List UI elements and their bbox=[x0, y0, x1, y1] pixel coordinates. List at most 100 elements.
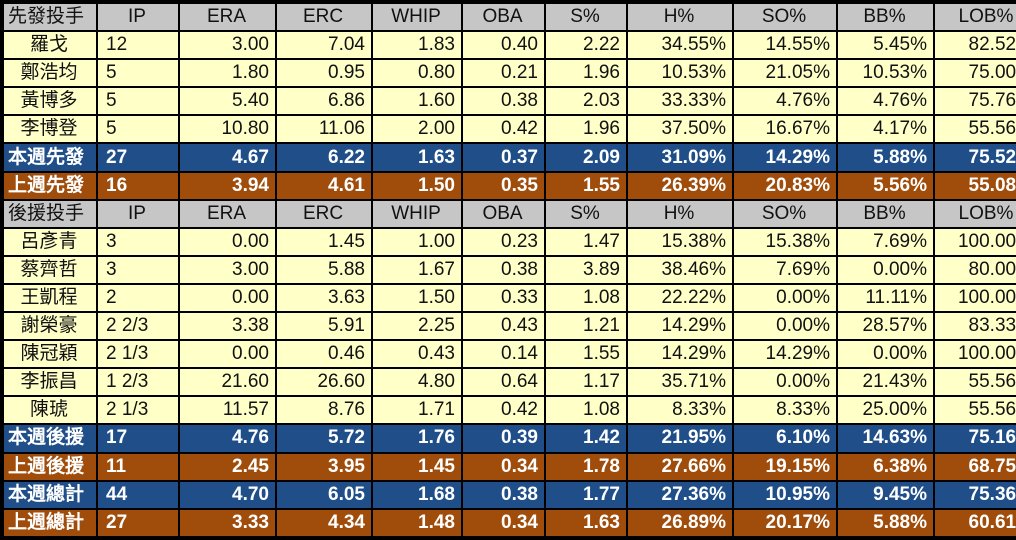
stat-cell: 16.67% bbox=[734, 116, 836, 143]
stat-cell: 1.55 bbox=[546, 341, 626, 368]
stat-cell: 0.80 bbox=[373, 60, 461, 87]
summary-cell: 1.78 bbox=[546, 453, 626, 480]
stat-cell: 3 bbox=[98, 228, 178, 255]
stat-cell: 1.45 bbox=[277, 228, 371, 255]
stat-cell: 6.86 bbox=[277, 88, 371, 115]
table-body: 先發投手 IP ERA ERC WHIP OBA S% H% SO% BB% LOB% 羅戈 12 3.0… bbox=[4, 4, 1016, 536]
stat-cell: 8.33% bbox=[628, 397, 732, 424]
stat-cell: 14.55% bbox=[734, 32, 836, 59]
stat-cell: 2.00 bbox=[373, 116, 461, 143]
column-header: ERA bbox=[180, 4, 275, 31]
summary-cell: 1.63 bbox=[546, 509, 626, 536]
stat-cell: 12 bbox=[98, 32, 178, 59]
stat-cell: 21.60 bbox=[180, 369, 275, 396]
stat-cell: 5.88 bbox=[277, 256, 371, 283]
summary-cell: 2.45 bbox=[180, 453, 275, 480]
column-header: WHIP bbox=[373, 4, 461, 31]
column-header: OBA bbox=[463, 4, 544, 31]
summary-cell: 75.36% bbox=[935, 481, 1016, 508]
stat-cell: 55.56% bbox=[935, 397, 1016, 424]
column-header: OBA bbox=[463, 200, 544, 227]
player-name: 李振昌 bbox=[4, 369, 96, 396]
stat-cell: 11.06 bbox=[277, 116, 371, 143]
relievers-this-week-row: 本週後援 17 4.76 5.72 1.76 0.39 1.42 21.95% 6.10% 14.… bbox=[4, 425, 1016, 452]
stat-cell: 1.47 bbox=[546, 228, 626, 255]
player-name: 陳冠穎 bbox=[4, 341, 96, 368]
summary-cell: 0.35 bbox=[463, 172, 544, 199]
stat-cell: 1.80 bbox=[180, 60, 275, 87]
player-name: 陳琥 bbox=[4, 397, 96, 424]
stat-cell: 75.00% bbox=[935, 60, 1016, 87]
summary-cell: 75.16% bbox=[935, 425, 1016, 452]
stat-cell: 100.00% bbox=[935, 228, 1016, 255]
summary-label: 上週後援 bbox=[4, 453, 96, 480]
stat-cell: 4.17% bbox=[838, 116, 933, 143]
stat-cell: 7.04 bbox=[277, 32, 371, 59]
stat-cell: 83.33% bbox=[935, 313, 1016, 340]
stat-cell: 80.00% bbox=[935, 256, 1016, 283]
stat-cell: 0.43 bbox=[463, 313, 544, 340]
group-header-label: 先發投手 bbox=[4, 4, 96, 31]
column-header: ERC bbox=[277, 200, 371, 227]
summary-cell: 5.88% bbox=[838, 509, 933, 536]
column-header: H% bbox=[628, 4, 732, 31]
stat-cell: 1.17 bbox=[546, 369, 626, 396]
summary-cell: 1.68 bbox=[373, 481, 461, 508]
summary-cell: 17 bbox=[98, 425, 178, 452]
stat-cell: 35.71% bbox=[628, 369, 732, 396]
summary-cell: 4.70 bbox=[180, 481, 275, 508]
table-row: 陳琥 2 1/3 11.57 8.76 1.71 0.42 1.08 8.33% 8.33% 25… bbox=[4, 397, 1016, 424]
stat-cell: 0.00 bbox=[180, 284, 275, 312]
stat-cell: 3.63 bbox=[277, 284, 371, 312]
stat-cell: 0.21 bbox=[463, 60, 544, 87]
stat-cell: 1.67 bbox=[373, 256, 461, 283]
summary-label: 上週總計 bbox=[4, 509, 96, 536]
summary-cell: 14.29% bbox=[734, 144, 836, 171]
summary-cell: 4.67 bbox=[180, 144, 275, 171]
summary-cell: 75.52% bbox=[935, 144, 1016, 171]
stat-cell: 7.69% bbox=[838, 228, 933, 255]
summary-label: 上週先發 bbox=[4, 172, 96, 199]
stat-cell: 33.33% bbox=[628, 88, 732, 115]
stat-cell: 5.91 bbox=[277, 313, 371, 340]
stat-cell: 15.38% bbox=[734, 228, 836, 255]
summary-cell: 3.94 bbox=[180, 172, 275, 199]
stat-cell: 38.46% bbox=[628, 256, 732, 283]
summary-cell: 1.63 bbox=[373, 144, 461, 171]
column-header: H% bbox=[628, 200, 732, 227]
summary-cell: 0.37 bbox=[463, 144, 544, 171]
summary-cell: 3.33 bbox=[180, 509, 275, 536]
summary-cell: 68.75% bbox=[935, 453, 1016, 480]
summary-cell: 20.17% bbox=[734, 509, 836, 536]
summary-cell: 19.15% bbox=[734, 453, 836, 480]
summary-label: 本週總計 bbox=[4, 481, 96, 508]
totals-last-week-row: 上週總計 27 3.33 4.34 1.48 0.34 1.63 26.89% 20.17% 5.… bbox=[4, 509, 1016, 536]
starters-last-week-row: 上週先發 16 3.94 4.61 1.50 0.35 1.55 26.39% 20.83% 5.… bbox=[4, 172, 1016, 199]
stat-cell: 100.00% bbox=[935, 284, 1016, 312]
stat-cell: 2.03 bbox=[546, 88, 626, 115]
player-name: 鄭浩均 bbox=[4, 60, 96, 87]
column-header: BB% bbox=[838, 4, 933, 31]
stat-cell: 15.38% bbox=[628, 228, 732, 255]
table-row: 王凱程 2 0.00 3.63 1.50 0.33 1.08 22.22% 0.00% 11.11… bbox=[4, 284, 1016, 312]
player-name: 王凱程 bbox=[4, 284, 96, 312]
starters-this-week-row: 本週先發 27 4.67 6.22 1.63 0.37 2.09 31.09% 14.29% 5.… bbox=[4, 144, 1016, 171]
summary-cell: 4.61 bbox=[277, 172, 371, 199]
stat-cell: 4.80 bbox=[373, 369, 461, 396]
stat-cell: 21.05% bbox=[734, 60, 836, 87]
stat-cell: 3.00 bbox=[180, 256, 275, 283]
stat-cell: 5 bbox=[98, 88, 178, 115]
summary-cell: 21.95% bbox=[628, 425, 732, 452]
stat-cell: 0.00% bbox=[734, 369, 836, 396]
column-header: BB% bbox=[838, 200, 933, 227]
summary-cell: 5.56% bbox=[838, 172, 933, 199]
stat-cell: 5.45% bbox=[838, 32, 933, 59]
summary-cell: 0.39 bbox=[463, 425, 544, 452]
stat-cell: 0.23 bbox=[463, 228, 544, 255]
stat-cell: 1.00 bbox=[373, 228, 461, 255]
summary-cell: 1.45 bbox=[373, 453, 461, 480]
summary-cell: 1.48 bbox=[373, 509, 461, 536]
table-row: 羅戈 12 3.00 7.04 1.83 0.40 2.22 34.55% 14.55% 5.45… bbox=[4, 32, 1016, 59]
stat-cell: 2.22 bbox=[546, 32, 626, 59]
